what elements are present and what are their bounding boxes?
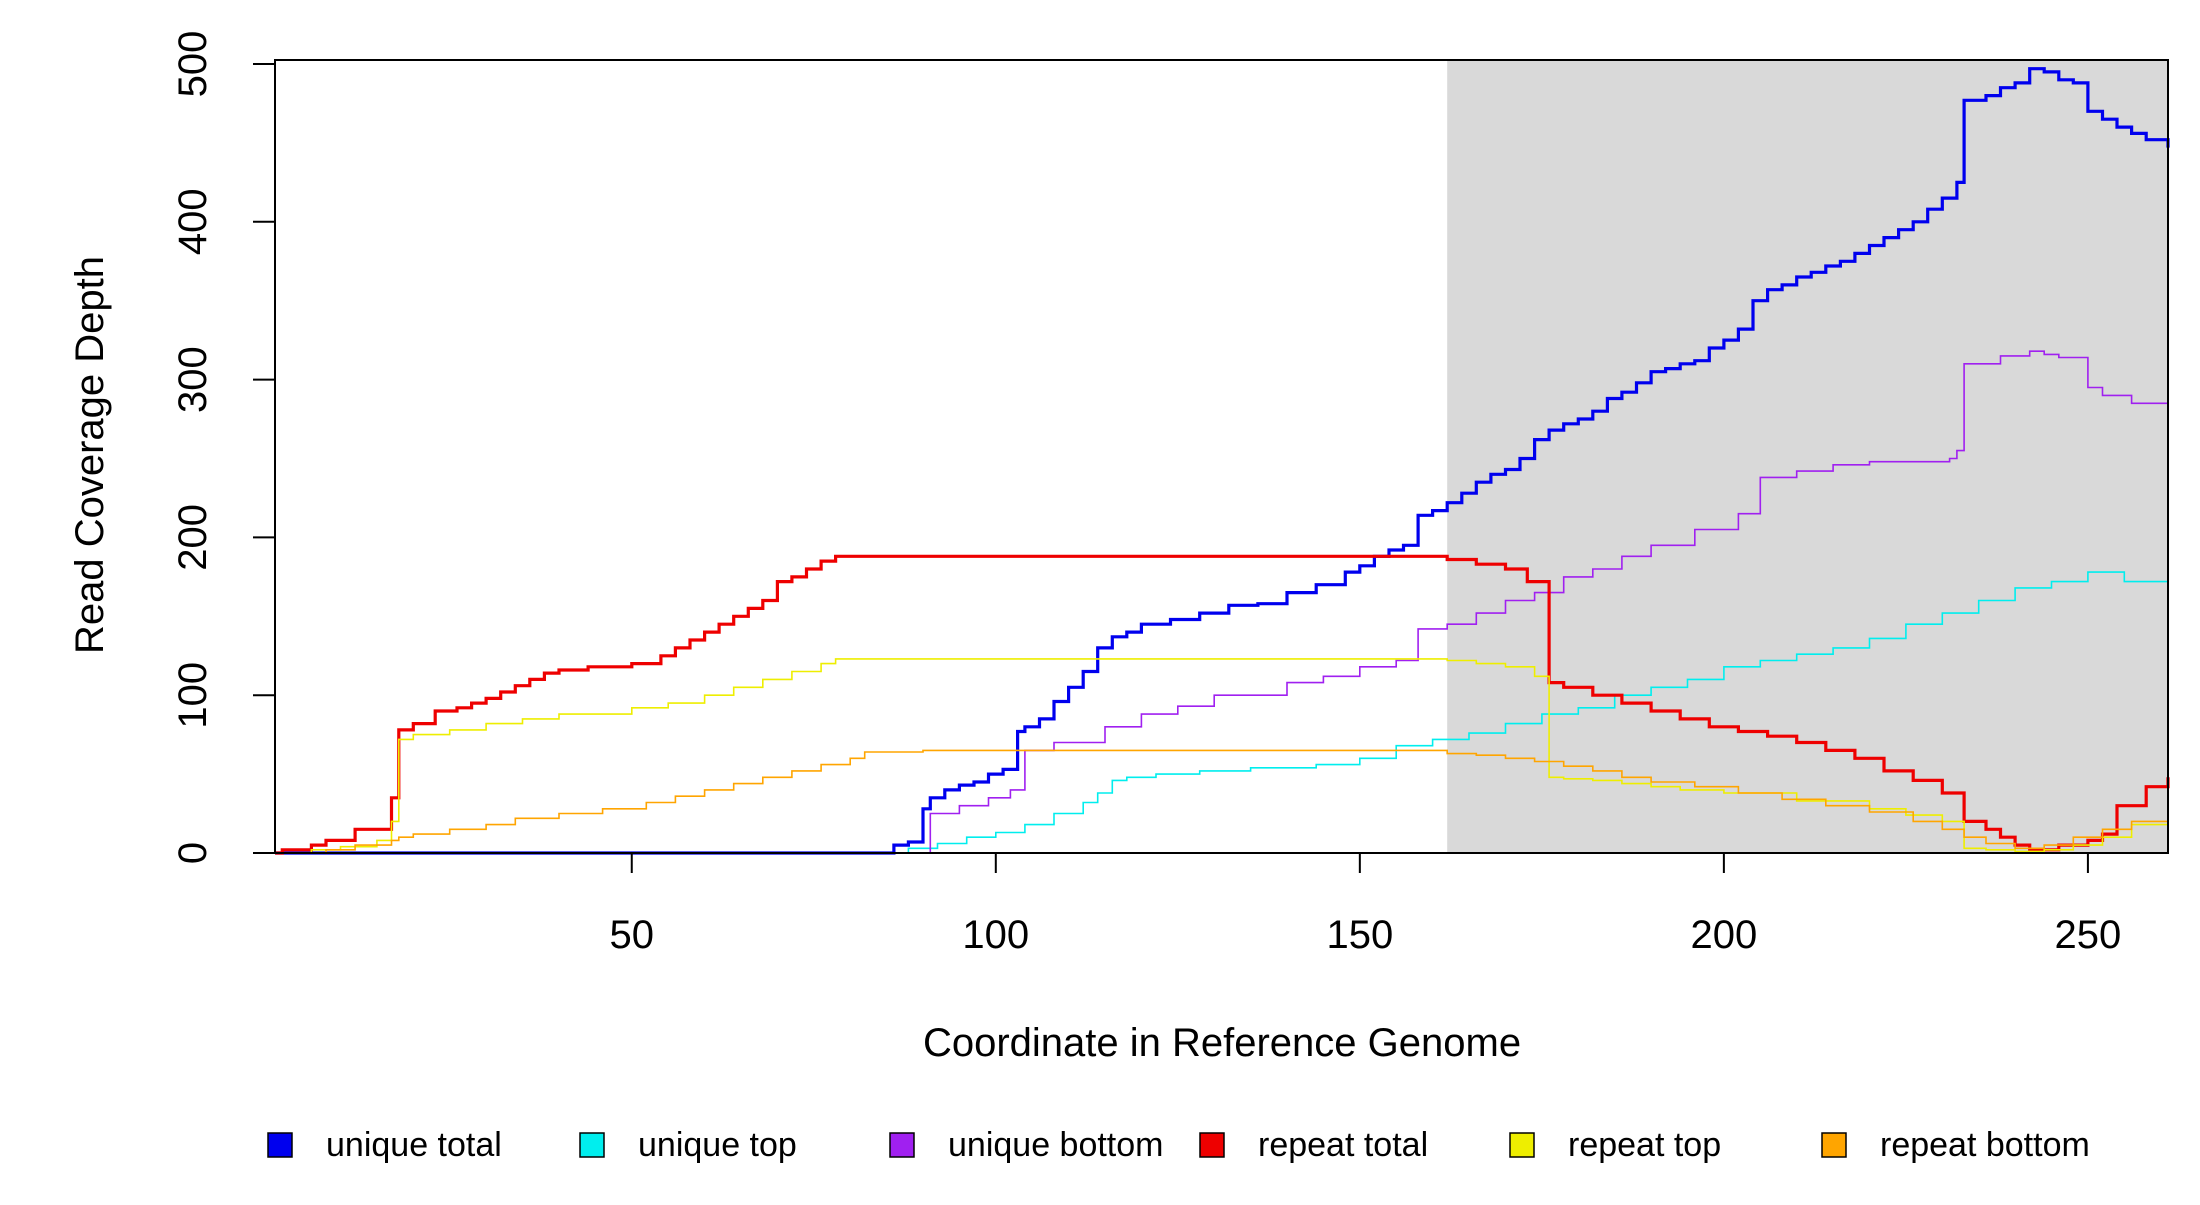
series-line-unique-total	[275, 67, 2170, 855]
y-tick-label: 100	[171, 662, 215, 729]
legend-swatch-unique-top	[579, 1132, 605, 1158]
x-tick-label: 250	[2055, 913, 2122, 957]
legend-label-unique-total: unique total	[326, 1126, 502, 1164]
y-tick-label: 500	[171, 31, 215, 98]
legend-label-unique-top: unique top	[638, 1126, 797, 1164]
legend-swatch-repeat-top	[1509, 1132, 1535, 1158]
series-line-unique-bottom	[275, 350, 2169, 854]
axis-layer: 50 100 150 200 250 0 100 200 300 400 500	[171, 31, 2169, 957]
y-tick-label: 300	[171, 346, 215, 413]
series-line-unique-top	[275, 571, 2169, 854]
legend-label-repeat-top: repeat top	[1568, 1126, 1721, 1164]
legend-label-unique-bottom: unique bottom	[948, 1126, 1164, 1164]
background-layer	[1447, 60, 2168, 853]
series-line-repeat-bottom	[275, 749, 2169, 854]
series-line-repeat-top	[275, 658, 2169, 854]
shaded-region	[1447, 60, 2168, 853]
y-tick-label: 400	[171, 188, 215, 255]
plot-frame	[274, 59, 2169, 854]
legend-label-repeat-bottom: repeat bottom	[1880, 1126, 2090, 1164]
legend-swatch-repeat-total	[1199, 1132, 1225, 1158]
x-axis-label: Coordinate in Reference Genome	[923, 1021, 1521, 1065]
y-axis-label: Read Coverage Depth	[68, 256, 112, 654]
legend-swatch-unique-total	[267, 1132, 293, 1158]
series-line-repeat-total	[275, 554, 2170, 855]
y-tick-label: 0	[171, 842, 215, 864]
series-layer	[275, 67, 2170, 855]
legend-swatch-unique-bottom	[889, 1132, 915, 1158]
y-tick-label: 200	[171, 504, 215, 571]
x-tick-label: 100	[962, 913, 1029, 957]
legend-label-repeat-total: repeat total	[1258, 1126, 1428, 1164]
x-tick-label: 150	[1326, 913, 1393, 957]
x-tick-label: 50	[610, 913, 655, 957]
x-tick-label: 200	[1690, 913, 1757, 957]
legend: unique total unique top unique bottom repea…	[267, 1126, 2090, 1164]
legend-swatch-repeat-bottom	[1821, 1132, 1847, 1158]
